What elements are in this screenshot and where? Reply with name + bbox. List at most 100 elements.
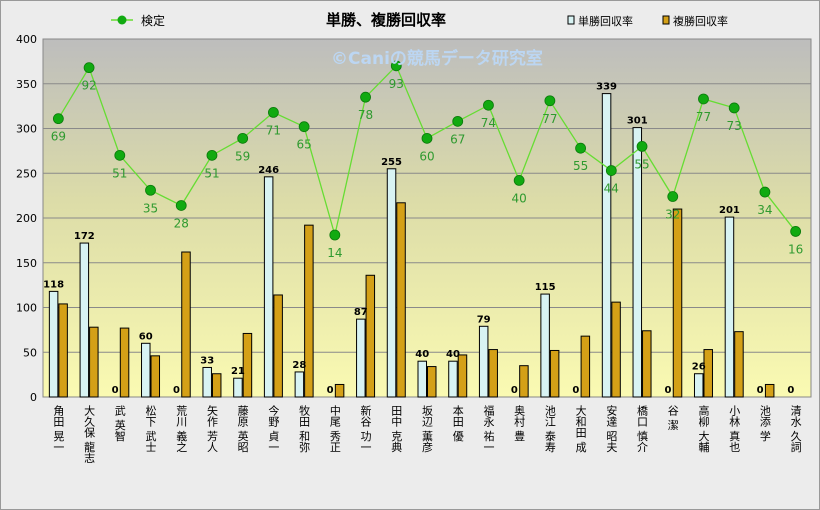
bar-tan [79,242,90,398]
bar-value-label: 87 [354,307,368,318]
legend-swatch-tan [567,15,575,25]
bar-tan [540,293,550,398]
x-tick-label: 池江 泰寿 [543,405,556,453]
bar-fuku [672,208,683,398]
bar-fuku [58,303,68,398]
y-axis-ticks: 0 50 100 150 200 250 300 350 400 [16,33,37,404]
kentei-point [790,226,802,237]
bar-tan [724,216,735,398]
kentei-point [114,149,126,161]
bar-fuku [334,383,345,398]
bar-value-label: 0 [787,385,794,396]
kentei-point [175,200,187,211]
x-tick-label: 松下 武士 [144,404,157,453]
bar-fuku [89,326,99,398]
bar-value-label: 255 [381,157,402,168]
kentei-point-label: 55 [634,157,649,171]
bar-value-label: 0 [511,385,518,396]
x-tick-label: 今野 貞一 [267,404,280,453]
bar-tan [202,366,212,398]
gridlines [43,83,811,353]
bar-fuku [396,202,406,398]
legend-swatch-fuku [662,15,670,25]
kentei-point [667,191,679,202]
bar-fuku [304,224,314,398]
kentei-point-label: 93 [389,77,404,91]
bar-value-label: 115 [535,282,556,293]
x-tick-label: 坂辺 薫彦 [421,405,434,453]
kentei-point-label: 44 [604,182,619,196]
x-tick-label: 奥村 豊 [513,404,526,442]
bar-value-label: 172 [74,231,95,242]
kentei-point-label: 65 [296,138,311,152]
bar-fuku [642,330,652,398]
y-tick-label: 400 [16,33,37,46]
kentei-point [298,121,310,133]
bar-fuku [427,366,437,398]
bar-tan [632,127,643,398]
kentei-point-label: 71 [266,123,281,137]
legend-label-kentei: 検定 [141,13,165,28]
bar-fuku [703,349,713,398]
kentei-point [237,132,249,144]
bar-value-label: 118 [43,279,64,290]
y-tick-label: 0 [30,391,37,404]
bar-tan [356,318,366,398]
kentei-point [452,115,464,127]
x-tick-label: 清水 久詞 [789,405,802,453]
x-tick-label: 矢作 芳人 [205,404,218,453]
y-tick-label: 350 [16,78,37,91]
kentei-point-label: 74 [481,116,496,130]
bar-fuku [580,335,591,398]
legend-label-tan: 単勝回収率 [578,14,633,28]
kentei-point [605,165,617,176]
bar-tan [448,360,458,398]
kentei-point [206,149,218,161]
bar-tan [233,377,243,398]
x-tick-label: 池添 学 [758,405,771,442]
bar-value-label: 60 [139,331,153,342]
y-tick-label: 250 [16,167,37,180]
kentei-point [759,186,771,198]
bars-layer [48,93,775,398]
x-tick-label: 高柳 大輔 [697,404,710,453]
kentei-point [575,142,586,154]
bar-fuku [242,332,253,398]
bar-tan [386,168,397,398]
bar-value-label: 0 [665,385,672,396]
bar-fuku [273,294,283,398]
legend-line-marker [117,15,127,25]
kentei-point-label: 32 [665,208,680,222]
bar-fuku [764,383,775,398]
kentei-point [728,102,740,114]
kentei-point [360,91,371,103]
watermark: ©Caniの競馬データ研究室 [331,48,543,69]
bar-value-label: 33 [200,355,214,366]
y-tick-label: 50 [23,346,37,359]
y-tick-label: 300 [16,123,37,136]
kentei-point-label: 55 [573,159,588,173]
kentei-point [52,113,64,125]
kentei-point [483,99,494,111]
bar-fuku [181,251,191,398]
x-tick-label: 武 英智 [113,405,126,442]
bar-tan [48,290,59,398]
y-tick-label: 200 [16,212,37,225]
bar-fuku [488,349,498,398]
x-tick-label: 谷 潔 [666,405,679,431]
x-tick-label: 角田 晃一 [52,405,65,453]
bar-value-label: 0 [572,385,579,396]
kentei-point-label: 60 [419,149,434,163]
kentei-point-label: 78 [358,108,373,122]
kentei-point [636,140,648,152]
x-axis-labels: 角田 晃一 大久保 龍志 武 英智 松下 武士 荒川 義之 矢作 芳人 藤原 英昭 今野 貞一… [52,404,802,464]
bar-tan [601,93,612,398]
bar-fuku [611,301,621,398]
kentei-point [267,106,279,118]
x-tick-label: 大久保 龍志 [83,404,96,464]
bar-fuku [365,274,376,398]
kentei-point-label: 16 [788,242,803,256]
x-tick-label: 橋口 慎介 [636,404,649,453]
bar-value-label: 40 [446,349,460,360]
x-tick-label: 安達 昭夫 [605,404,618,453]
